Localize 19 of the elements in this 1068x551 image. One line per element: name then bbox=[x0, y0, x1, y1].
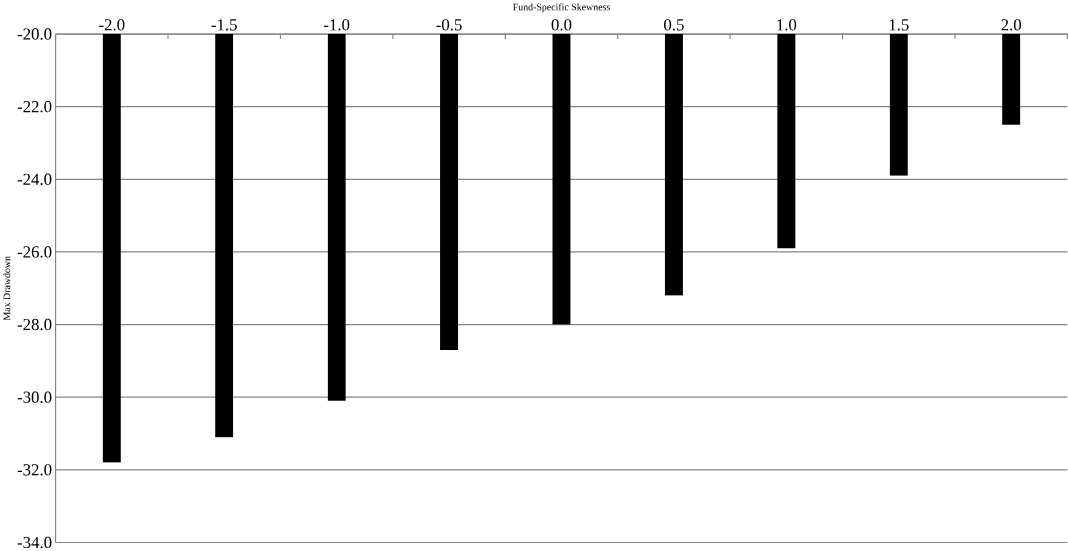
y-tick-label: -24.0 bbox=[17, 173, 52, 185]
x-tick-label: -1.5 bbox=[211, 18, 237, 31]
x-axis-title: Fund-Specific Skewness bbox=[513, 3, 610, 13]
y-tick-label: -28.0 bbox=[17, 318, 52, 331]
y-tick-label: -22.0 bbox=[17, 100, 52, 113]
y-axis-title: Max Drawdown bbox=[3, 255, 11, 321]
x-tick-label: 0.5 bbox=[664, 18, 684, 31]
y-tick-label: -34.0 bbox=[17, 536, 52, 548]
y-tick-label: -26.0 bbox=[17, 246, 52, 258]
y-tick-label: -32.0 bbox=[17, 463, 52, 476]
x-tick-label: 0.0 bbox=[551, 18, 572, 31]
x-tick-label: 1.5 bbox=[889, 18, 909, 31]
x-tick-label: -0.5 bbox=[436, 18, 462, 31]
x-tick-label: 2.0 bbox=[1001, 18, 1022, 31]
y-tick-label: -30.0 bbox=[17, 391, 52, 403]
x-tick-label: -2.0 bbox=[99, 18, 125, 31]
x-tick-label: 1.0 bbox=[777, 18, 797, 31]
y-tick-label: -20.0 bbox=[17, 28, 52, 40]
x-tick-label: -1.0 bbox=[323, 18, 350, 31]
